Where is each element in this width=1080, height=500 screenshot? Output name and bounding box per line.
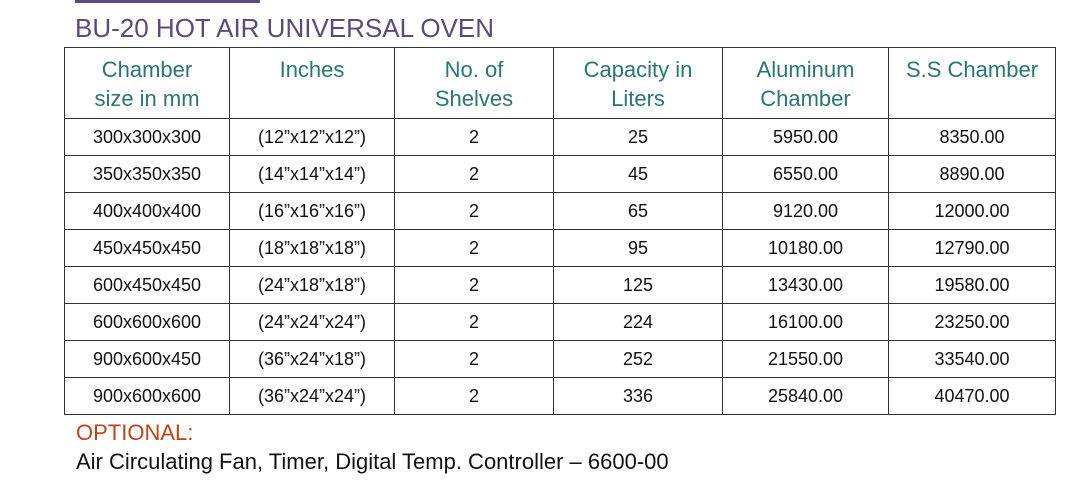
- table-row: 900x600x600 (36”x24”x24”) 2 336 25840.00 4047…: [64, 377, 1056, 415]
- table-cell: 25: [553, 118, 723, 156]
- header-line: S.S Chamber: [905, 57, 1039, 82]
- table-cell: 25840.00: [722, 377, 889, 415]
- table-row: 400x400x400 (16”x16”x16”) 2 65 9120.00 12000.…: [64, 192, 1056, 230]
- table-cell: 2: [394, 303, 554, 341]
- table-cell: (16”x16”x16”): [229, 192, 395, 230]
- table-cell: 8350.00: [888, 118, 1056, 156]
- header-row: Chamber size in mm Inches No. of Shelves Capa…: [64, 47, 1056, 119]
- table-cell: 13430.00: [722, 266, 889, 304]
- table-cell: (14”x14”x14”): [229, 155, 395, 193]
- price-table: Chamber size in mm Inches No. of Shelves Capa…: [64, 47, 1056, 415]
- table-cell: 12790.00: [888, 229, 1056, 267]
- header-cell: S.S Chamber: [888, 47, 1056, 119]
- header-line: No. of: [444, 57, 504, 82]
- table-cell: 900x600x600: [64, 377, 230, 415]
- table-cell: 19580.00: [888, 266, 1056, 304]
- title: BU-20 HOT AIR UNIVERSAL OVEN: [75, 13, 495, 43]
- table-cell: (12”x12”x12”): [229, 118, 395, 156]
- table-cell: 5950.00: [722, 118, 889, 156]
- table-cell: 300x300x300: [64, 118, 230, 156]
- table-cell: 21550.00: [722, 340, 889, 378]
- header-cell: Chamber size in mm: [64, 47, 230, 119]
- table-row: 600x450x450 (24”x18”x18”) 2 125 13430.00 1958…: [64, 266, 1056, 304]
- top-rule: [75, 0, 260, 3]
- table-row: 300x300x300 (12”x12”x12”) 2 25 5950.00 8350.0…: [64, 118, 1056, 156]
- table-cell: 6550.00: [722, 155, 889, 193]
- table-cell: 9120.00: [722, 192, 889, 230]
- table-cell: 10180.00: [722, 229, 889, 267]
- table-row: 450x450x450 (18”x18”x18”) 2 95 10180.00 12790…: [64, 229, 1056, 267]
- table-cell: 2: [394, 266, 554, 304]
- table-row: 350x350x350 (14”x14”x14”) 2 45 6550.00 8890.0…: [64, 155, 1056, 193]
- table-cell: (18”x18”x18”): [229, 229, 395, 267]
- header-line: Shelves: [434, 86, 514, 111]
- table-cell: 600x600x600: [64, 303, 230, 341]
- table-cell: 224: [553, 303, 723, 341]
- header-line: Chamber: [101, 57, 193, 82]
- table-cell: 350x350x350: [64, 155, 230, 193]
- header-line: Inches: [279, 57, 345, 82]
- table-cell: 450x450x450: [64, 229, 230, 267]
- table-cell: (36”x24”x18”): [229, 340, 395, 378]
- header-line: Chamber: [760, 86, 851, 111]
- header-cell: No. of Shelves: [394, 47, 554, 119]
- optional-text: Air Circulating Fan, Timer, Digital Temp…: [76, 449, 669, 474]
- table-cell: 400x400x400: [64, 192, 230, 230]
- optional-label: OPTIONAL:: [76, 420, 194, 445]
- table-cell: 40470.00: [888, 377, 1056, 415]
- table-cell: 252: [553, 340, 723, 378]
- table-cell: 2: [394, 118, 554, 156]
- table-cell: (24”x18”x18”): [229, 266, 395, 304]
- header-line: Liters: [611, 86, 665, 111]
- header-cell: Aluminum Chamber: [722, 47, 889, 119]
- header-cell: Capacity in Liters: [553, 47, 723, 119]
- table-cell: 2: [394, 229, 554, 267]
- table-cell: 12000.00: [888, 192, 1056, 230]
- table-cell: 336: [553, 377, 723, 415]
- table-cell: 45: [553, 155, 723, 193]
- table-cell: 900x600x450: [64, 340, 230, 378]
- table-cell: 2: [394, 340, 554, 378]
- table-row: 900x600x450 (36”x24”x18”) 2 252 21550.00 3354…: [64, 340, 1056, 378]
- table-body: 300x300x300 (12”x12”x12”) 2 25 5950.00 8350.0…: [64, 118, 1056, 415]
- table-head: Chamber size in mm Inches No. of Shelves Capa…: [64, 47, 1056, 119]
- table-cell: 2: [394, 155, 554, 193]
- table-cell: 23250.00: [888, 303, 1056, 341]
- table-cell: (36”x24”x24”): [229, 377, 395, 415]
- header-line: size in mm: [94, 86, 200, 111]
- table-cell: 600x450x450: [64, 266, 230, 304]
- table-cell: 2: [394, 377, 554, 415]
- table-cell: 33540.00: [888, 340, 1056, 378]
- table-cell: (24”x24”x24”): [229, 303, 395, 341]
- table-cell: 125: [553, 266, 723, 304]
- table-cell: 2: [394, 192, 554, 230]
- table-cell: 95: [553, 229, 723, 267]
- table-row: 600x600x600 (24”x24”x24”) 2 224 16100.00 2325…: [64, 303, 1056, 341]
- table-cell: 65: [553, 192, 723, 230]
- header-cell: Inches: [229, 47, 395, 119]
- table-cell: 8890.00: [888, 155, 1056, 193]
- table-cell: 16100.00: [722, 303, 889, 341]
- header-line: Aluminum: [756, 57, 855, 82]
- header-line: Capacity in: [583, 57, 693, 82]
